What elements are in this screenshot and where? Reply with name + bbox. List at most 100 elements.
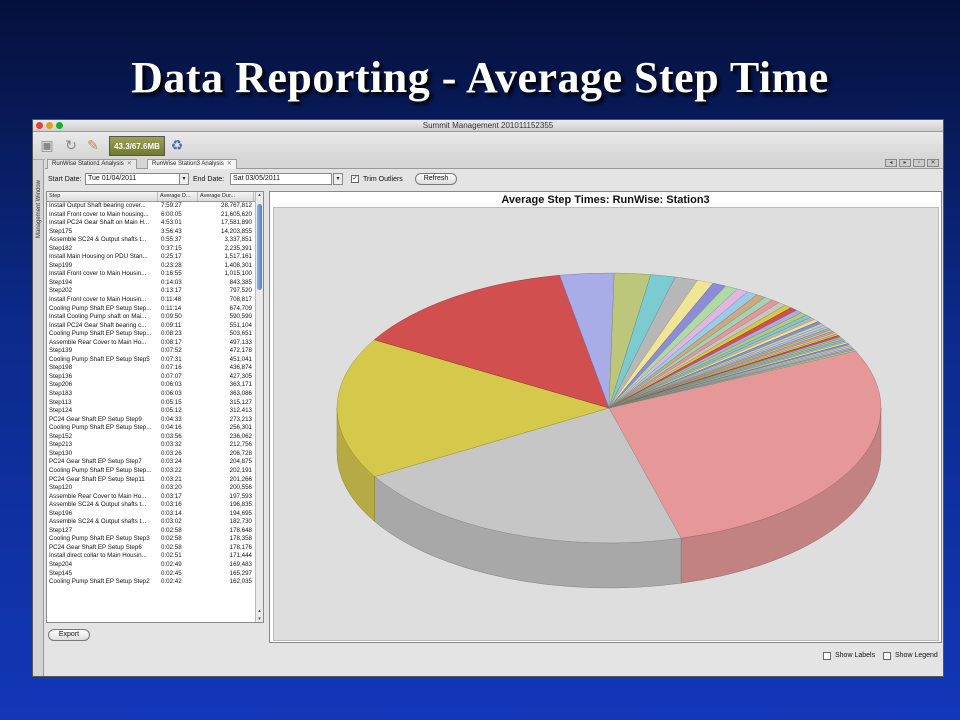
step-time-table[interactable]: Step Average D... Average Dur... Install… <box>46 191 264 623</box>
table-row[interactable]: Assemble Rear Cover to Main Ho... 0:03:17… <box>47 493 263 502</box>
table-row[interactable]: Step183 0:06:03 363,086 <box>47 390 263 399</box>
cell-average-duration-ms: 551,104 <box>229 321 252 329</box>
table-row[interactable]: Install PC24 Gear Shaft bearing c... 0:09… <box>47 322 263 331</box>
pie-slice[interactable] <box>373 275 610 409</box>
close-tab-icon[interactable]: ✕ <box>126 161 132 167</box>
table-row[interactable]: Step124 0:05:12 312,413 <box>47 407 263 416</box>
close-icon[interactable] <box>36 122 43 129</box>
table-row[interactable]: Step202 0:13:17 797,520 <box>47 287 263 296</box>
export-button[interactable]: Export <box>48 629 90 641</box>
table-row[interactable]: Step113 0:05:15 315,127 <box>47 399 263 408</box>
table-row[interactable]: PC24 Gear Shaft EP Setup Step9 0:04:33 273… <box>47 416 263 425</box>
table-row[interactable]: Step152 0:03:56 236,062 <box>47 433 263 442</box>
table-row[interactable]: Cooling Pump Shaft EP Setup Step3 0:02:58… <box>47 535 263 544</box>
table-row[interactable]: Cooling Pump Shaft EP Setup Step5 0:07:31… <box>47 356 263 365</box>
show-labels-checkbox[interactable] <box>823 652 831 660</box>
table-row[interactable]: Cooling Pump Shaft EP Setup Step... 0:08:… <box>47 330 263 339</box>
table-row[interactable]: Install direct collar to Main Housin... 0… <box>47 552 263 561</box>
cell-average-duration: 0:03:20 <box>161 484 182 492</box>
tab-station3-analysis[interactable]: RunWise Station3 Analysis ✕ <box>147 159 237 169</box>
table-row[interactable]: Step182 0:37:15 2,235,391 <box>47 245 263 254</box>
panel-close-icon[interactable]: ✕ <box>927 159 939 167</box>
table-row[interactable]: Assemble SC24 & Output shafts t... 0:55:3… <box>47 236 263 245</box>
table-row[interactable]: Step120 0:03:20 200,556 <box>47 484 263 493</box>
table-row[interactable]: Cooling Pump Shaft EP Setup Step... 0:03:… <box>47 467 263 476</box>
start-date-field[interactable]: Tue 01/04/2011 <box>85 173 185 185</box>
show-legend-checkbox[interactable] <box>883 652 891 660</box>
reload-icon[interactable]: ↻ <box>65 137 77 153</box>
scrollbar-thumb[interactable] <box>257 204 262 290</box>
scroll-up-icon[interactable]: ▴ <box>258 608 261 614</box>
cell-step: PC24 Gear Shaft EP Setup Step9 <box>49 415 142 423</box>
cell-step: Cooling Pump Shaft EP Setup Step... <box>49 424 152 432</box>
end-date-field[interactable]: Sat 03/05/2011 <box>230 173 332 185</box>
cell-average-duration: 0:07:52 <box>161 347 182 355</box>
table-row[interactable]: Install Front cover to Main Housin... 0:1… <box>47 296 263 305</box>
close-tab-icon[interactable]: ✕ <box>226 161 232 167</box>
table-row[interactable]: Install PC24 Gear Shaft on Main H... 4:53… <box>47 219 263 228</box>
table-row[interactable]: Install Main Housing on PDU Stan... 0:25:… <box>47 253 263 262</box>
column-header-average-duration[interactable]: Average D... <box>158 192 198 201</box>
cell-average-duration: 0:02:45 <box>161 569 182 577</box>
table-row[interactable]: Step213 0:03:32 212,756 <box>47 441 263 450</box>
table-row[interactable]: Install Output Shaft bearing cover... 7:5… <box>47 202 263 211</box>
garbage-collect-icon[interactable]: ♻ <box>170 137 184 153</box>
save-icon[interactable]: ▣ <box>40 137 54 153</box>
pie-chart[interactable] <box>274 208 940 642</box>
cell-average-duration: 0:03:02 <box>161 518 182 526</box>
cell-step: Step183 <box>49 390 73 398</box>
table-row[interactable]: PC24 Gear Shaft EP Setup Step7 0:03:24 204… <box>47 458 263 467</box>
table-row[interactable]: Step194 0:14:03 843,385 <box>47 279 263 288</box>
memory-indicator[interactable]: 43.3/67.6MB <box>109 136 165 156</box>
table-row[interactable]: Cooling Pump Shaft EP Setup Step2 0:02:42… <box>47 578 263 587</box>
cell-step: Step194 <box>49 278 73 286</box>
sidebar-label: Management Window <box>36 179 42 239</box>
table-row[interactable]: Step136 0:07:07 427,305 <box>47 373 263 382</box>
scroll-down-icon[interactable]: ▾ <box>258 616 261 622</box>
column-header-average-duration-ms[interactable]: Average Dur... <box>198 192 254 201</box>
table-row[interactable]: Step145 0:02:45 165,297 <box>47 570 263 579</box>
column-header-step[interactable]: Step <box>47 192 158 201</box>
start-date-dropdown-icon[interactable]: ▾ <box>179 173 189 185</box>
pie-slice[interactable] <box>608 350 882 539</box>
pie-slice[interactable] <box>374 407 682 544</box>
table-row[interactable]: Step175 3:56:43 14,203,855 <box>47 228 263 237</box>
tab-station1-analysis[interactable]: RunWise Station1 Analysis ✕ <box>47 159 137 169</box>
panel-maximize-icon[interactable]: ▫ <box>913 159 925 167</box>
table-row[interactable]: Install Front cover to Main Housin... 0:1… <box>47 270 263 279</box>
table-row[interactable]: Assemble Rear Cover to Main Ho... 0:08:17… <box>47 339 263 348</box>
table-row[interactable]: Step204 0:02:49 169,483 <box>47 561 263 570</box>
trim-outliers-checkbox[interactable]: ✓ <box>351 175 359 183</box>
panel-prev-icon[interactable]: ◂ <box>885 159 897 167</box>
table-row[interactable]: Install Front cover to Main housing... 6:… <box>47 211 263 220</box>
pie-slice[interactable] <box>608 349 856 409</box>
end-date-dropdown-icon[interactable]: ▾ <box>333 173 343 185</box>
table-row[interactable]: Assemble SC24 & Output shafts t... 0:03:1… <box>47 501 263 510</box>
scroll-up-icon[interactable]: ▴ <box>258 192 261 198</box>
table-scrollbar[interactable]: ▴ ▴ ▾ <box>255 192 263 622</box>
table-row[interactable]: Step127 0:02:58 178,648 <box>47 527 263 536</box>
table-row[interactable]: Step206 0:06:03 363,171 <box>47 381 263 390</box>
table-row[interactable]: PC24 Gear Shaft EP Setup Step6 0:02:58 178… <box>47 544 263 553</box>
table-row[interactable]: Cooling Pump Shaft EP Setup Step... 0:11:… <box>47 305 263 314</box>
table-row[interactable]: Step139 0:07:52 472,178 <box>47 347 263 356</box>
panel-next-icon[interactable]: ▸ <box>899 159 911 167</box>
table-row[interactable]: Step130 0:03:26 206,728 <box>47 450 263 459</box>
table-row[interactable]: Step198 0:07:16 436,874 <box>47 364 263 373</box>
bottom-options-bar: Show Labels Show Legend <box>45 648 943 676</box>
table-row[interactable]: Step196 0:03:14 194,695 <box>47 510 263 519</box>
cell-average-duration: 0:03:26 <box>161 449 182 457</box>
maximize-icon[interactable] <box>56 122 63 129</box>
table-row[interactable]: PC24 Gear Shaft EP Setup Step11 0:03:21 20… <box>47 476 263 485</box>
table-row[interactable]: Assemble SC24 & Output shafts t... 0:03:0… <box>47 518 263 527</box>
table-row[interactable]: Install Cooling Pump shaft on Mai... 0:09… <box>47 313 263 322</box>
tools-icon[interactable]: ✎ <box>87 137 99 153</box>
table-row[interactable]: Cooling Pump Shaft EP Setup Step... 0:04:… <box>47 424 263 433</box>
pie-slice[interactable] <box>336 339 610 477</box>
refresh-button[interactable]: Refresh <box>415 173 457 185</box>
minimize-icon[interactable] <box>46 122 53 129</box>
cell-average-duration: 0:05:15 <box>161 398 182 406</box>
table-row[interactable]: Step199 0:23:28 1,408,301 <box>47 262 263 271</box>
cell-average-duration-ms: 162,035 <box>229 578 252 586</box>
management-sidebar[interactable]: Management Window <box>33 160 44 676</box>
